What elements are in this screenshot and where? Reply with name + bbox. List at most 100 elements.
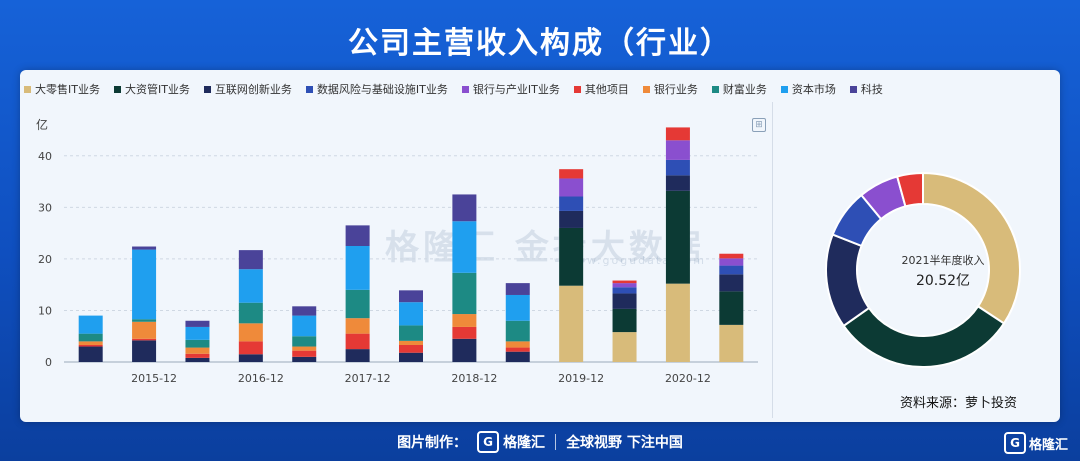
bar-segment[interactable] (78, 346, 103, 362)
bar-segment[interactable] (132, 321, 157, 339)
legend-item[interactable]: 数据风险与基础设施IT业务 (305, 81, 448, 97)
bar-segment[interactable] (612, 287, 637, 294)
save-image-icon[interactable]: ⊞ (752, 118, 766, 132)
bar-segment[interactable] (665, 140, 690, 160)
bar-segment[interactable] (238, 354, 263, 362)
bar-segment[interactable] (238, 341, 263, 355)
bar-segment[interactable] (399, 340, 423, 345)
bar-segment[interactable] (505, 294, 530, 321)
legend-item[interactable]: 财富业务 (711, 81, 767, 97)
bar-segment[interactable] (238, 323, 263, 342)
donut-slice[interactable] (895, 171, 924, 208)
bar-segment[interactable] (78, 344, 103, 347)
bar-segment[interactable] (399, 325, 423, 341)
legend-item[interactable]: 互联网创新业务 (203, 81, 292, 97)
bar-segment[interactable] (238, 250, 263, 270)
legend-item[interactable]: 银行与产业IT业务 (461, 81, 560, 97)
bar-segment[interactable] (292, 336, 317, 347)
bar-segment[interactable] (292, 315, 317, 337)
bar-segment[interactable] (559, 178, 584, 197)
bar-segment[interactable] (452, 338, 477, 362)
bar-segment[interactable] (719, 258, 744, 266)
bar-segment[interactable] (719, 324, 744, 362)
chart-legend: 大零售IT业务 大资管IT业务 互联网创新业务 数据风险与基础设施IT业务 银行与产业I… (24, 78, 1054, 100)
bar-segment[interactable] (185, 347, 210, 354)
bar-segment[interactable] (292, 356, 317, 362)
bar-segment[interactable] (665, 190, 690, 284)
footer-brand: 格隆汇 (503, 435, 546, 451)
bar-segment[interactable] (559, 210, 584, 228)
donut-slice[interactable] (825, 233, 871, 328)
corner-brand: 格隆汇 (1029, 437, 1069, 453)
bar-segment[interactable] (185, 353, 210, 358)
bar-segment[interactable] (185, 357, 210, 362)
x-tick-label: 2018-12 (451, 372, 497, 385)
bar-segment[interactable] (399, 302, 423, 326)
legend-item[interactable]: 大资管IT业务 (113, 81, 190, 97)
bar-segment[interactable] (345, 333, 370, 350)
bar-segment[interactable] (452, 194, 477, 222)
bar-segment[interactable] (399, 352, 423, 362)
bar-segment[interactable] (132, 338, 157, 341)
bar-segment[interactable] (719, 265, 744, 275)
watermark: 格隆汇 金投大数据 (385, 228, 705, 268)
bar-segment[interactable] (185, 326, 210, 340)
bar-segment[interactable] (559, 285, 584, 362)
bar-segment[interactable] (345, 349, 370, 362)
bar-segment[interactable] (665, 159, 690, 176)
bar-segment[interactable] (452, 314, 477, 327)
bar-segment[interactable] (505, 283, 530, 295)
bar-segment[interactable] (612, 332, 637, 362)
bar-segment[interactable] (78, 341, 103, 345)
bar-segment[interactable] (559, 227, 584, 286)
bar-segment[interactable] (665, 127, 690, 141)
bar-segment[interactable] (185, 320, 210, 327)
bar-segment[interactable] (132, 249, 157, 320)
bar-segment[interactable] (292, 350, 317, 357)
bar-segment[interactable] (452, 221, 477, 273)
bar-segment[interactable] (452, 326, 477, 339)
bar-segment[interactable] (505, 347, 530, 352)
bar-segment[interactable] (292, 346, 317, 351)
bar-segment[interactable] (719, 253, 744, 259)
bar-segment[interactable] (132, 319, 157, 322)
bar-segment[interactable] (612, 283, 637, 288)
bar-segment[interactable] (559, 196, 584, 211)
bar-segment[interactable] (399, 344, 423, 353)
donut-slice[interactable] (842, 304, 1006, 368)
bar-segment[interactable] (132, 340, 157, 362)
legend-item[interactable]: 科技 (849, 81, 883, 97)
bar-segment[interactable] (505, 351, 530, 362)
bar-segment[interactable] (719, 291, 744, 325)
bar-segment[interactable] (78, 333, 103, 342)
bar-segment[interactable] (452, 272, 477, 315)
bar-segment[interactable] (185, 339, 210, 348)
bar-segment[interactable] (665, 175, 690, 191)
bar-segment[interactable] (612, 280, 637, 284)
legend-item[interactable]: 银行业务 (642, 81, 698, 97)
bar-segment[interactable] (238, 302, 263, 324)
legend-item[interactable]: 资本市场 (780, 81, 836, 97)
bar-segment[interactable] (78, 315, 103, 334)
corner-logo: G 格隆汇 (1004, 432, 1068, 454)
bar-segment[interactable] (345, 225, 370, 246)
donut-slice[interactable] (922, 171, 1021, 325)
legend-label: 科技 (860, 83, 883, 96)
bar-segment[interactable] (612, 308, 637, 333)
bar-segment[interactable] (345, 289, 370, 319)
bar-segment[interactable] (345, 318, 370, 334)
legend-item[interactable]: 其他项目 (573, 81, 629, 97)
bar-segment[interactable] (559, 169, 584, 179)
bar-segment[interactable] (612, 293, 637, 309)
bar-segment[interactable] (399, 290, 423, 303)
bar-segment[interactable] (719, 274, 744, 292)
legend-item[interactable]: 大零售IT业务 (24, 81, 100, 97)
donut-center-label: 2021半年度收入 (901, 254, 985, 267)
bar-segment[interactable] (238, 269, 263, 303)
bar-segment[interactable] (132, 246, 157, 250)
bar-segment[interactable] (505, 341, 530, 348)
bar-segment[interactable] (292, 306, 317, 316)
bar-segment[interactable] (665, 283, 690, 362)
bar-segment[interactable] (345, 246, 370, 290)
bar-segment[interactable] (505, 320, 530, 342)
